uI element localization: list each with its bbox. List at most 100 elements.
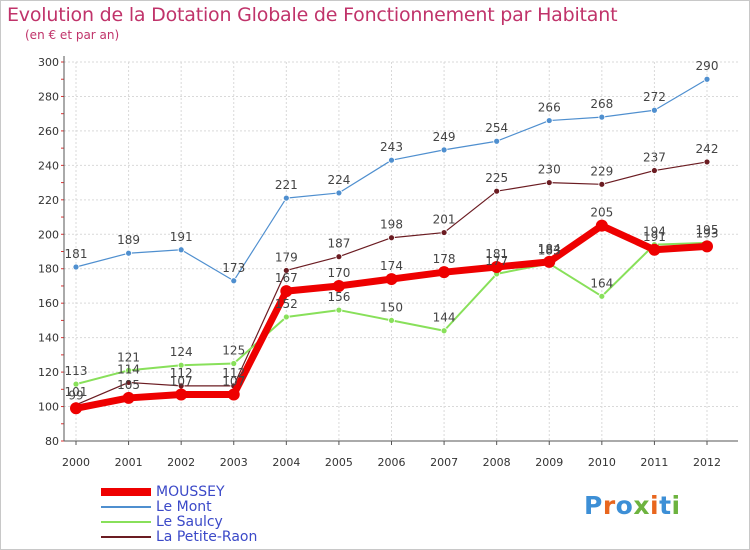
data-label: 173 <box>222 261 245 275</box>
data-point <box>598 180 606 188</box>
data-label: 187 <box>327 237 350 251</box>
y-tick-label: 140 <box>38 332 59 345</box>
y-tick-label: 160 <box>38 297 59 310</box>
data-point <box>440 327 448 335</box>
data-label: 290 <box>696 59 719 73</box>
x-tick-label: 2006 <box>378 456 406 469</box>
data-label: 191 <box>643 230 666 244</box>
data-label: 183 <box>538 244 561 258</box>
data-point <box>122 391 135 404</box>
data-label: 181 <box>65 247 88 261</box>
x-tick-label: 2002 <box>167 456 195 469</box>
data-point <box>438 266 451 279</box>
data-label: 194 <box>643 225 666 239</box>
data-point <box>388 317 395 324</box>
y-tick-label: 280 <box>38 90 59 103</box>
y-tick-label: 240 <box>38 159 59 172</box>
data-point <box>282 267 290 274</box>
data-label: 224 <box>327 173 350 187</box>
x-tick-label: 2008 <box>483 456 511 469</box>
data-point <box>332 279 345 292</box>
data-label: 144 <box>433 311 456 325</box>
data-point <box>440 146 448 154</box>
data-label: 184 <box>538 242 561 256</box>
data-point <box>125 366 132 374</box>
x-tick-label: 2005 <box>325 456 353 469</box>
data-point <box>648 243 661 256</box>
data-label: 266 <box>538 101 561 115</box>
chart-title: Evolution de la Dotation Globale de Fonc… <box>7 4 618 26</box>
proxiti-logo: Proxiti <box>584 491 681 520</box>
y-tick-label: 200 <box>38 228 59 241</box>
logo-letter: o <box>615 491 634 520</box>
data-label: 156 <box>327 290 350 304</box>
data-label: 179 <box>275 250 298 264</box>
data-label: 124 <box>170 345 193 359</box>
x-tick-label: 2004 <box>272 456 300 469</box>
x-tick-label: 2001 <box>115 456 143 469</box>
data-point <box>440 229 448 236</box>
data-label: 105 <box>117 378 140 392</box>
data-label: 193 <box>696 226 719 240</box>
data-point <box>70 402 82 415</box>
legend-swatch <box>101 536 151 538</box>
x-tick-label: 2003 <box>220 456 248 469</box>
data-label: 225 <box>485 171 508 185</box>
y-tick-label: 100 <box>38 401 59 414</box>
data-point <box>282 194 290 202</box>
data-point <box>125 249 132 257</box>
data-point <box>651 167 658 174</box>
data-label: 249 <box>433 130 456 144</box>
data-point <box>595 219 608 232</box>
data-label: 121 <box>117 350 140 364</box>
data-label: 107 <box>222 374 245 388</box>
data-label: 170 <box>327 266 350 280</box>
x-tick-label: 2010 <box>588 456 616 469</box>
data-label: 164 <box>590 276 613 290</box>
data-point <box>651 106 658 114</box>
logo-letter: i <box>650 491 660 520</box>
data-label: 113 <box>65 364 88 378</box>
data-point <box>335 253 343 261</box>
data-label: 99 <box>68 388 83 402</box>
data-point <box>493 137 501 145</box>
data-label: 201 <box>433 213 456 227</box>
data-point <box>598 113 606 121</box>
data-label: 107 <box>170 374 193 388</box>
y-tick-label: 180 <box>38 263 59 276</box>
data-label: 221 <box>275 178 298 192</box>
data-label: 125 <box>222 343 245 357</box>
data-label: 205 <box>590 206 613 220</box>
data-point <box>385 273 398 286</box>
data-point <box>703 158 711 166</box>
legend-swatch <box>101 506 151 508</box>
data-label: 114 <box>117 362 140 376</box>
data-point <box>388 156 395 164</box>
data-label: 112 <box>222 366 245 380</box>
data-label: 254 <box>485 121 508 135</box>
logo-letter: r <box>602 491 616 520</box>
data-label: 167 <box>275 271 298 285</box>
x-tick-label: 2007 <box>430 456 458 469</box>
data-label: 177 <box>485 254 508 268</box>
data-label: 229 <box>590 164 613 178</box>
legend-swatch <box>101 521 151 523</box>
logo-letter: t <box>659 491 672 520</box>
legend-label: Le Saulcy <box>156 514 223 530</box>
data-label: 112 <box>170 366 193 380</box>
data-point <box>543 255 556 268</box>
data-point <box>177 361 185 369</box>
data-point <box>230 277 238 285</box>
data-point <box>545 179 553 186</box>
data-label: 243 <box>380 140 403 154</box>
data-label: 101 <box>65 385 88 399</box>
data-label: 150 <box>380 300 403 314</box>
y-tick-label: 80 <box>45 435 59 448</box>
chart-subtitle: (en € et par an) <box>25 28 120 42</box>
data-point <box>227 388 240 401</box>
data-point <box>335 189 343 197</box>
data-label: 272 <box>643 90 666 104</box>
data-label: 268 <box>590 97 613 111</box>
data-point <box>280 285 293 298</box>
x-tick-label: 2011 <box>640 456 668 469</box>
